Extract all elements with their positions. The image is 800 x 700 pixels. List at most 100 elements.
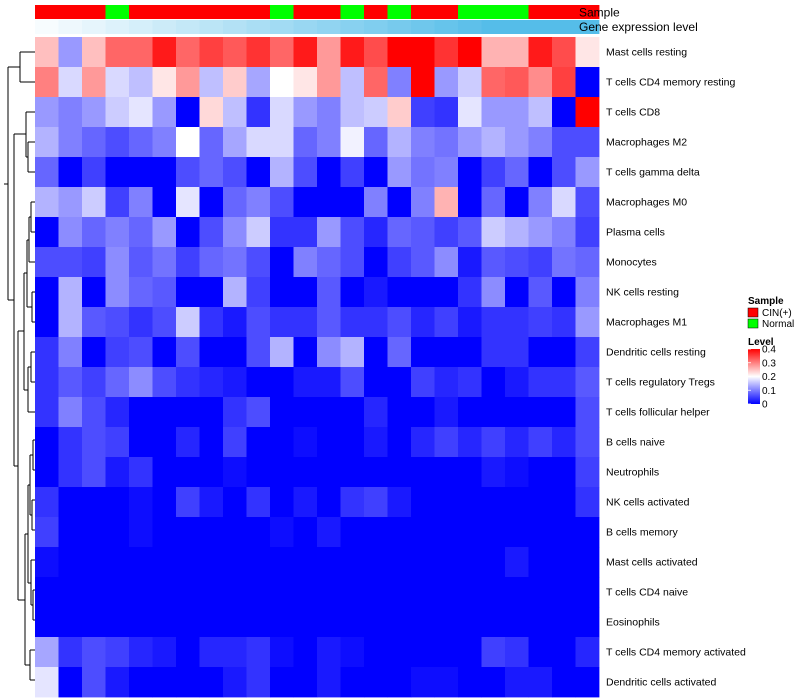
heatmap-cell [129, 337, 153, 368]
heatmap-cell [340, 157, 365, 188]
heatmap-cell [129, 607, 153, 638]
sample-annotation-cell [552, 5, 576, 19]
heatmap-cell [129, 367, 153, 398]
heatmap-cell [481, 397, 506, 428]
heatmap-cell [387, 517, 412, 548]
heatmap-cell [481, 577, 506, 608]
heatmap-cell [129, 157, 153, 188]
gene-annotation-cell [505, 20, 529, 34]
sample-annotation-cell [411, 5, 435, 19]
heatmap-cell [575, 367, 600, 398]
heatmap-cell [246, 397, 271, 428]
heatmap-cell [152, 217, 177, 248]
heatmap-cell [458, 667, 482, 698]
heatmap-cell [364, 307, 388, 338]
heatmap-cell [364, 97, 388, 128]
heatmap-cell [246, 637, 271, 668]
heatmap-cell [575, 487, 600, 518]
heatmap-cell [58, 67, 83, 98]
sample-annotation-cell [481, 5, 506, 19]
dendrogram-branch [14, 111, 35, 173]
level-tick-label: 0.4 [762, 345, 776, 356]
heatmap-cell [387, 97, 412, 128]
heatmap-cell [411, 667, 435, 698]
heatmap-cell [458, 67, 482, 98]
heatmap-cell [458, 427, 482, 458]
level-tick-label: 0.3 [762, 358, 776, 369]
heatmap-cell [575, 127, 600, 158]
heatmap-cell [552, 307, 576, 338]
heatmap-cell [270, 577, 294, 608]
heatmap-cell [129, 67, 153, 98]
heatmap-cell [387, 577, 412, 608]
heatmap-cell [246, 367, 271, 398]
heatmap-cell [458, 217, 482, 248]
heatmap-cell [434, 37, 459, 68]
gene-annotation-cell [176, 20, 200, 34]
heatmap-cell [340, 667, 365, 698]
heatmap-cell [317, 127, 341, 158]
heatmap-cell [58, 517, 83, 548]
heatmap-cell [293, 367, 318, 398]
heatmap-cell [364, 667, 388, 698]
heatmap-cell [199, 97, 224, 128]
heatmap-cell [552, 217, 576, 248]
level-tick-label: 0.1 [762, 386, 776, 397]
row-label: Dendritic cells activated [606, 677, 716, 689]
heatmap-cell [575, 427, 600, 458]
heatmap-cell [317, 667, 341, 698]
gene-annotation-cell [223, 20, 247, 34]
sample-annotation-cell [293, 5, 318, 19]
heatmap-cell [58, 547, 83, 578]
heatmap-cell [411, 367, 435, 398]
heatmap-cell [434, 247, 459, 278]
heatmap-cell [176, 217, 200, 248]
heatmap-cell [82, 457, 106, 488]
heatmap-cell [552, 247, 576, 278]
heatmap-cell [481, 247, 506, 278]
heatmap-cell [293, 97, 318, 128]
sample-annotation-label: Sample [579, 6, 620, 20]
heatmap-cell [434, 277, 459, 308]
heatmap-cell [575, 217, 600, 248]
heatmap-cell [58, 217, 83, 248]
heatmap-cell [481, 487, 506, 518]
heatmap-cell [58, 97, 83, 128]
heatmap-cell [387, 127, 412, 158]
heatmap-cell [528, 517, 553, 548]
heatmap-cell [223, 277, 247, 308]
heatmap-cell [105, 457, 130, 488]
heatmap-cell [82, 667, 106, 698]
heatmap-cell [411, 247, 435, 278]
heatmap-cell [105, 217, 130, 248]
row-label: T cells regulatory Tregs [606, 377, 715, 389]
heatmap-cell [364, 577, 388, 608]
dendrogram-branch [8, 51, 35, 83]
heatmap-cell [340, 127, 365, 158]
legend-swatch-cin [747, 307, 759, 318]
sample-annotation-cell [176, 5, 200, 19]
level-tick-label: 0.2 [762, 372, 776, 383]
gene-annotation-cell [270, 20, 294, 34]
gene-annotation-cell [82, 20, 106, 34]
heatmap-cell [82, 37, 106, 68]
heatmap-cell [458, 127, 482, 158]
heatmap-cell [82, 397, 106, 428]
row-label: T cells CD4 naive [606, 587, 688, 599]
heatmap-cell [481, 67, 506, 98]
heatmap-cell [223, 367, 247, 398]
heatmap-cell [575, 67, 600, 98]
heatmap-cell [387, 427, 412, 458]
sample-annotation-cell [528, 5, 553, 19]
heatmap-cell [458, 247, 482, 278]
gene-annotation-cell [317, 20, 341, 34]
heatmap-cell [199, 637, 224, 668]
sample-annotation-cell [317, 5, 341, 19]
heatmap-cell [434, 637, 459, 668]
heatmap-cell [434, 337, 459, 368]
heatmap-cell [223, 427, 247, 458]
heatmap-cell [481, 667, 506, 698]
heatmap-cell [105, 247, 130, 278]
sample-annotation-cell [199, 5, 224, 19]
heatmap-cell [411, 637, 435, 668]
